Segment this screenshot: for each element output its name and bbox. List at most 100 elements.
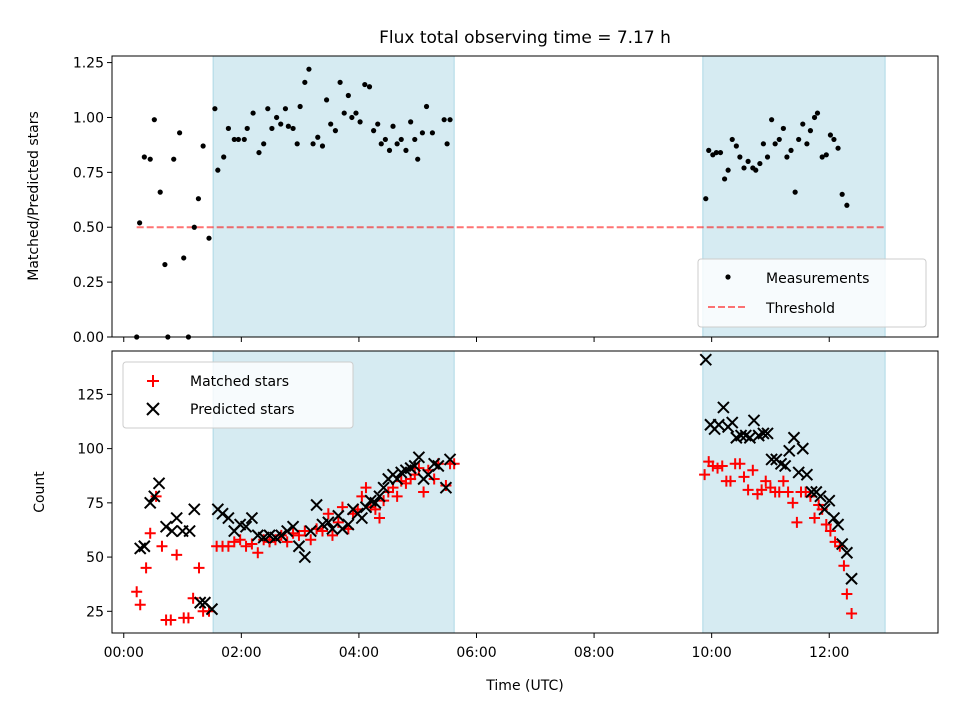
measurement-point [419, 130, 426, 136]
matched-star-point [413, 462, 425, 474]
measurement-point [212, 106, 218, 112]
matched-star-point [391, 490, 403, 502]
matched-star-point [838, 560, 850, 572]
matched-star-point [841, 588, 853, 600]
shaded-span-0 [212, 55, 455, 338]
y-tick-label: 0.25 [73, 275, 104, 291]
matched-star-point [299, 525, 311, 537]
matched-star-point [418, 486, 430, 498]
measurement-point [713, 149, 719, 156]
measurement-point [444, 141, 450, 147]
predicted-star-point [377, 481, 390, 494]
predicted-star-point [699, 353, 712, 366]
matched-star-point [824, 525, 836, 537]
predicted-star-point [292, 540, 306, 553]
measurement-point [137, 220, 143, 226]
predicted-star-point [814, 490, 827, 503]
matched-star-point [777, 475, 789, 487]
measurement-point [162, 261, 168, 268]
predicted-star-point [432, 459, 445, 473]
predicted-star-point [275, 529, 288, 542]
predicted-star-point [310, 498, 323, 512]
top-y-ticks: 0.00 0.25 0.50 0.75 1.00 1.25 [73, 56, 112, 346]
y-tick-label: 25 [86, 604, 104, 620]
measurement-point [764, 154, 771, 160]
legend-label-predicted: Predicted stars [190, 402, 295, 418]
matched-star-point [182, 612, 194, 624]
top-legend-box [697, 258, 927, 328]
measurement-point [412, 136, 418, 143]
measurement-point [151, 117, 157, 123]
predicted-star-point [717, 401, 730, 414]
measurement-point [191, 224, 197, 230]
predicted-star-point [726, 416, 739, 429]
measurement-point [844, 202, 850, 208]
predicted-star-point [835, 537, 849, 551]
measurement-point [780, 125, 786, 132]
matched-star-point [240, 540, 252, 552]
predicted-star-point [439, 481, 453, 494]
measurement-point [811, 114, 818, 121]
matched-star-point [150, 490, 162, 502]
predicted-star-points [134, 353, 858, 616]
matched-star-point [373, 512, 385, 524]
measurement-point [788, 147, 794, 153]
y-tick-label: 1.00 [73, 110, 104, 126]
measurement-point [241, 136, 247, 143]
predicted-star-point [170, 511, 183, 525]
predicted-star-point [359, 500, 373, 514]
measurement-point [341, 110, 347, 116]
matched-star-point [269, 534, 281, 546]
legend-marker-matched [147, 375, 159, 387]
measurement-point [441, 117, 447, 123]
measurement-point [745, 158, 751, 164]
measurement-point [256, 149, 262, 156]
measurement-point [177, 130, 183, 136]
measurement-point [769, 117, 775, 123]
measurement-point [337, 79, 343, 85]
top-axes-frame [111, 55, 939, 338]
matched-star-point [846, 607, 858, 619]
y-tick-label: 75 [86, 496, 104, 512]
legend-label-matched: Matched stars [190, 374, 289, 390]
y-tick-label: 100 [77, 442, 104, 458]
measurement-point [231, 136, 237, 143]
measurement-point [171, 156, 177, 162]
predicted-star-point [840, 546, 854, 559]
measurement-point [195, 196, 202, 202]
measurement-point [332, 128, 339, 134]
measurement-point [147, 156, 153, 162]
measurement-point [760, 141, 766, 147]
matched-star-point [699, 469, 711, 481]
predicted-star-point [188, 503, 201, 516]
matched-star-point [734, 458, 746, 470]
measurement-point [741, 165, 747, 171]
measurement-point [378, 141, 384, 147]
measurement-point [371, 128, 377, 134]
predicted-star-point [787, 431, 801, 444]
predicted-star-point [412, 451, 426, 464]
measurement-point [423, 103, 430, 110]
matched-star-point [791, 516, 803, 528]
measurement-points [134, 66, 850, 340]
x-tick-label: 10:00 [691, 645, 731, 661]
bottom-legend-box [122, 361, 354, 429]
predicted-star-point [216, 507, 229, 520]
measurement-point [319, 143, 326, 149]
matched-star-point [787, 497, 799, 509]
top-x-ticks [123, 337, 830, 342]
measurement-point [819, 154, 825, 160]
matched-star-point [360, 482, 372, 494]
measurement-point [398, 136, 404, 143]
measurement-point [274, 114, 280, 121]
predicted-star-point [443, 453, 457, 466]
matched-star-point [738, 471, 750, 483]
matched-star-point [281, 536, 293, 548]
measurement-point [721, 176, 728, 182]
matched-star-point [222, 540, 234, 552]
predicted-star-point [805, 485, 818, 499]
predicted-star-point [796, 442, 809, 455]
predicted-star-point [342, 518, 355, 531]
predicted-star-point [408, 459, 421, 473]
